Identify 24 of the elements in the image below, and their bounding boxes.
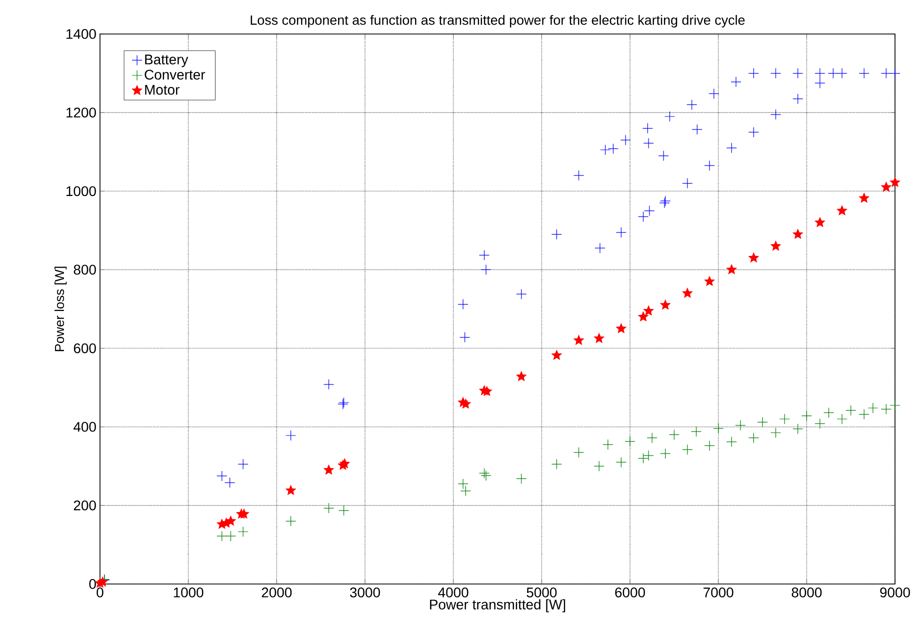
- x-tick-label: 8000: [792, 588, 822, 598]
- x-axis-title: Power transmitted [W]: [430, 599, 566, 612]
- x-tick-label: 6000: [615, 588, 645, 598]
- x-tick-label: 1000: [174, 588, 204, 598]
- x-tick-label: 2000: [262, 588, 292, 598]
- x-tick-label: 3000: [350, 588, 380, 598]
- legend-label: Battery: [145, 54, 188, 68]
- y-tick-label: 1200: [66, 108, 96, 118]
- legend-label: Converter: [144, 70, 206, 80]
- y-tick-label: 0: [89, 579, 96, 589]
- x-tick-label: 9000: [880, 588, 910, 598]
- legend-label: Motor: [145, 84, 180, 95]
- x-tick-label: 5000: [526, 588, 557, 598]
- x-tick-label: 7000: [704, 588, 734, 598]
- x-tick-label: 4000: [438, 588, 468, 598]
- y-tick-label: 1400: [66, 29, 96, 39]
- chart-title: Loss component as function as transmitted power for the electric karting drive cycle: [250, 14, 745, 28]
- y-tick-label: 1000: [66, 186, 96, 196]
- y-tick-label: 800: [74, 264, 96, 275]
- y-axis-title: Power loss [W]: [54, 266, 67, 352]
- y-tick-label: 600: [74, 343, 96, 354]
- y-tick-label: 400: [74, 422, 96, 432]
- x-tick-label: 0: [96, 588, 104, 598]
- y-tick-label: 200: [74, 500, 96, 510]
